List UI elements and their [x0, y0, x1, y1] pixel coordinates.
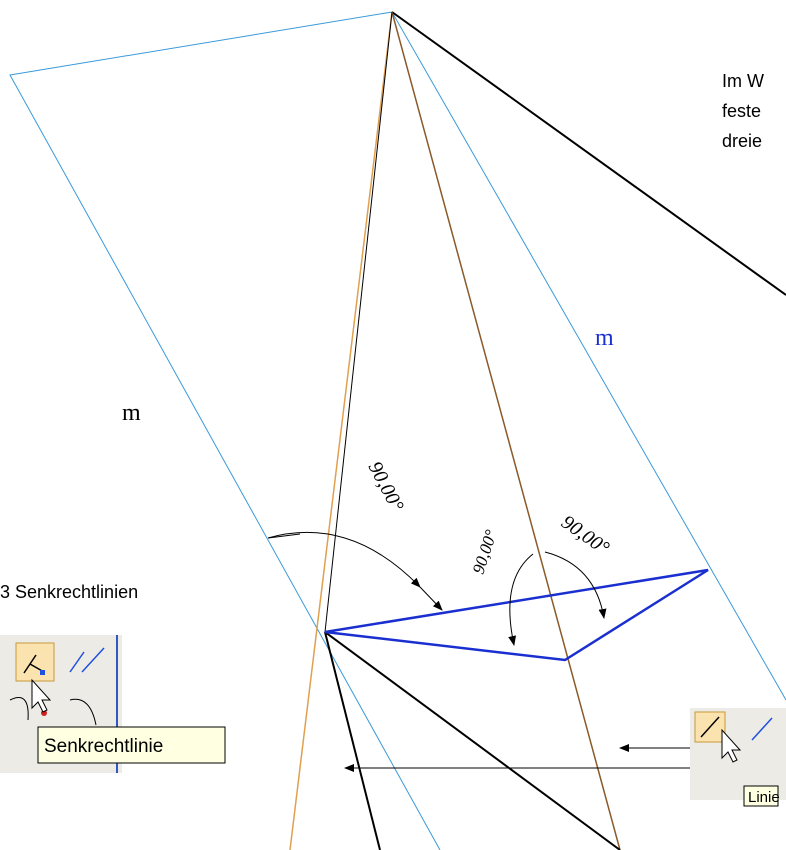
- caption: 3 Senkrechtlinien: [0, 582, 138, 602]
- blue-triangle: [325, 570, 708, 660]
- annotation-line: feste: [722, 101, 761, 121]
- dimension-arc: [420, 587, 442, 610]
- toolbar: Senkrechtlinie: [0, 635, 225, 773]
- dimension-label: 90,00°: [364, 458, 408, 515]
- toolbar: Linie: [690, 708, 786, 806]
- black-edge: [325, 12, 392, 632]
- edge-label: m: [595, 325, 614, 351]
- black-edge: [392, 12, 786, 295]
- dimension-label: 90,00°: [557, 511, 613, 559]
- tooltip-text: Senkrechtlinie: [44, 736, 163, 757]
- brown-edge: [392, 12, 620, 850]
- tool-button[interactable]: [16, 643, 54, 681]
- edge-label: m: [122, 400, 141, 426]
- dimension-label: 90,00°: [469, 527, 501, 576]
- black-edge: [325, 632, 620, 850]
- tool-icon: [40, 670, 45, 675]
- drawing: [10, 12, 786, 850]
- annotation-line: dreie: [722, 131, 762, 151]
- blue-outline: [10, 12, 786, 850]
- orange-edge: [290, 12, 392, 850]
- tooltip-text: Linie: [748, 789, 780, 806]
- black-edge: [325, 632, 380, 850]
- annotation-line: Im W: [722, 71, 764, 91]
- dimension-arc: [268, 532, 420, 587]
- canvas: Im W feste dreie m m 90,00° 90,00° 90,00…: [0, 0, 786, 850]
